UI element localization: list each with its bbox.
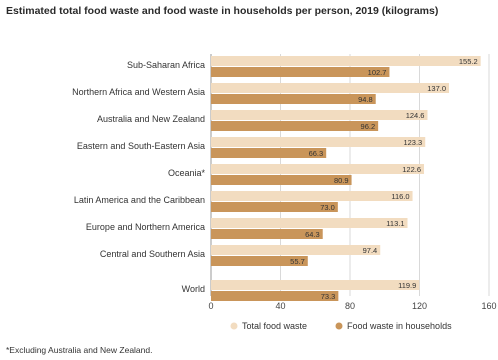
value-label: 102.7 <box>368 68 387 77</box>
x-tick-label: 0 <box>208 301 213 311</box>
value-label: 116.0 <box>391 192 409 201</box>
bar-total-food-waste <box>211 218 408 228</box>
bar-total-food-waste <box>211 110 428 120</box>
value-label: 123.3 <box>403 138 422 147</box>
value-label: 124.6 <box>406 111 425 120</box>
bar-household-food-waste <box>211 148 327 158</box>
value-labels: 155.2 102.7 137.0 94.8 124.6 96.2 123.3 66.3 122… <box>290 57 477 301</box>
value-label: 113.1 <box>386 219 404 228</box>
x-tick-label: 80 <box>345 301 355 311</box>
value-label: 55.7 <box>290 257 305 266</box>
bar-total-food-waste <box>211 137 426 147</box>
bar-household-food-waste <box>211 202 338 212</box>
value-label: 80.9 <box>334 176 349 185</box>
bar-household-food-waste <box>211 229 323 239</box>
value-label: 73.3 <box>321 292 336 301</box>
bar-total-food-waste <box>211 56 481 66</box>
value-label: 66.3 <box>309 149 324 158</box>
x-tick-label: 160 <box>481 301 496 311</box>
bar-household-food-waste <box>211 121 379 131</box>
value-label: 64.3 <box>305 230 320 239</box>
bar-household-food-waste <box>211 94 376 104</box>
category-label: Latin America and the Caribbean <box>74 195 205 205</box>
value-label: 96.2 <box>361 122 376 131</box>
value-label: 137.0 <box>427 84 446 93</box>
value-label: 155.2 <box>459 57 478 66</box>
x-tick-label: 40 <box>275 301 285 311</box>
category-label: Australia and New Zealand <box>97 114 205 124</box>
bar-household-food-waste <box>211 256 308 266</box>
category-label: Northern Africa and Western Asia <box>72 87 205 97</box>
legend-total-food-waste-marker <box>230 322 238 330</box>
category-label: Sub-Saharan Africa <box>127 60 205 70</box>
bar-total-food-waste <box>211 191 413 201</box>
legend-household-food-waste-marker <box>335 322 343 330</box>
legend: Total food waste Food waste in households <box>230 321 452 331</box>
bar-household-food-waste <box>211 291 339 301</box>
bar-total-food-waste <box>211 280 420 290</box>
value-label: 122.6 <box>402 165 421 174</box>
x-tick-label: 120 <box>412 301 427 311</box>
bar-household-food-waste <box>211 67 390 77</box>
value-label: 94.8 <box>358 95 373 104</box>
legend-household-food-waste-label: Food waste in households <box>347 321 452 331</box>
value-label: 97.4 <box>363 246 378 255</box>
bar-household-food-waste <box>211 175 352 185</box>
category-label: Eastern and South-Eastern Asia <box>77 141 205 151</box>
bar-total-food-waste <box>211 164 425 174</box>
bar-total-food-waste <box>211 83 450 93</box>
value-label: 119.9 <box>398 281 416 290</box>
bars <box>211 56 481 301</box>
value-label: 73.0 <box>320 203 335 212</box>
category-label: World <box>182 284 205 294</box>
legend-total-food-waste-label: Total food waste <box>242 321 307 331</box>
category-label: Central and Southern Asia <box>100 249 205 259</box>
footnote: *Excluding Australia and New Zealand. <box>6 345 153 355</box>
x-axis-ticks: 0 40 80 120 160 <box>208 301 496 311</box>
chart-title: Estimated total food waste and food wast… <box>6 5 439 17</box>
category-label: Oceania* <box>168 168 206 178</box>
bar-total-food-waste <box>211 245 381 255</box>
category-labels: Sub-Saharan Africa Northern Africa and We… <box>72 60 205 294</box>
category-label: Europe and Northern America <box>86 222 205 232</box>
